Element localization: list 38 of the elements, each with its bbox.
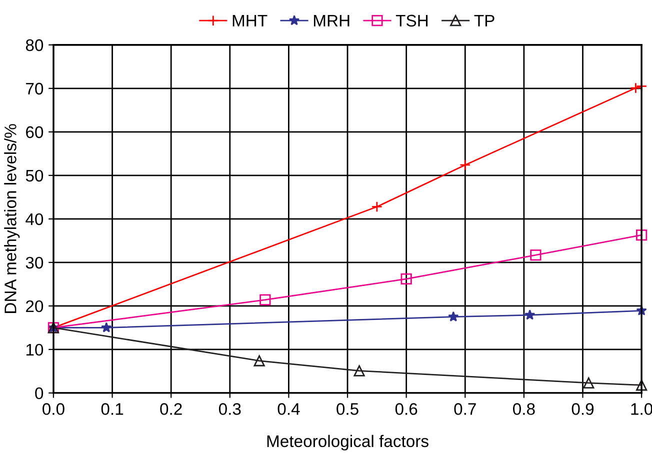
x-tick-label: 0.6 (395, 403, 418, 415)
y-tick-label: 30 (26, 256, 44, 269)
x-tick-label: 0.3 (218, 403, 241, 415)
legend-label: TP (474, 14, 494, 26)
y-tick-label: 80 (26, 39, 44, 52)
point (371, 201, 382, 212)
y-tick-label: 70 (26, 82, 44, 95)
point (354, 365, 365, 376)
x-tick-label: 0.9 (572, 403, 594, 415)
point (636, 229, 648, 241)
point (448, 311, 459, 322)
point (460, 159, 471, 171)
point (636, 380, 648, 391)
y-tick-label: 50 (26, 170, 44, 182)
y-tick-label: 60 (26, 126, 44, 138)
x-tick-label: 0.5 (336, 403, 358, 415)
legend-label: MHT (232, 14, 268, 26)
y-tick-label: 0 (35, 387, 44, 400)
x-tick-label: 0.2 (160, 403, 182, 415)
point (524, 310, 536, 320)
x-tick-label: 0.4 (278, 403, 300, 415)
x-tick-label: 0.7 (454, 403, 476, 415)
legend-label: MRH (314, 14, 350, 26)
y-tick-label: 40 (26, 213, 44, 226)
x-tick-label: 0.8 (513, 403, 535, 415)
x-axis-title: Meteorological factors (267, 434, 428, 450)
point (583, 377, 594, 389)
legend-label: TSH (396, 14, 428, 27)
point (400, 273, 412, 285)
y-tick-label: 10 (26, 344, 44, 356)
point (101, 322, 112, 332)
x-tick-label: 0.0 (42, 403, 64, 415)
y-axis-title: DNA methylation levels/% (4, 124, 20, 313)
point (260, 294, 271, 306)
y-tick-label: 20 (26, 300, 44, 312)
x-tick-label: 0.1 (101, 403, 124, 415)
point (254, 355, 265, 366)
point (530, 249, 542, 261)
